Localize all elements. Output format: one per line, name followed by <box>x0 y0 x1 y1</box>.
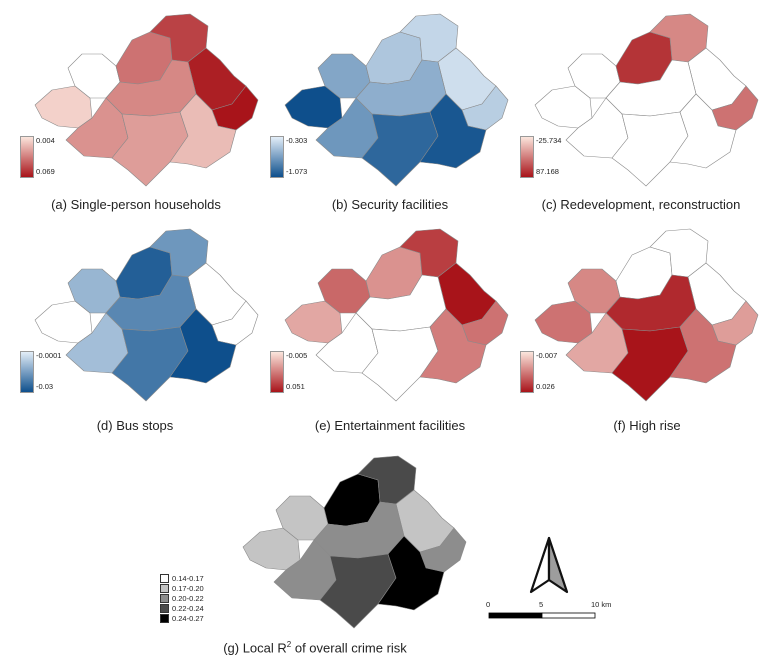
legend-gradient <box>20 351 34 393</box>
legend-item: 0.22-0.24 <box>160 603 204 613</box>
choropleth-map <box>534 13 759 187</box>
district-region-southeast <box>419 308 487 384</box>
caption-superscript: 2 <box>286 640 292 649</box>
panel-caption: (f) High rise <box>613 418 681 433</box>
legend-min-label: -0.303 <box>286 136 308 145</box>
legend-swatch <box>160 593 169 603</box>
legend-item: 0.14-0.17 <box>160 573 204 583</box>
legend-swatch <box>160 603 169 613</box>
legend-max-label: 0.051 <box>286 382 305 391</box>
legend-max-label: 0.069 <box>36 167 55 176</box>
legend-item: 0.24-0.27 <box>160 613 204 623</box>
legend-gradient <box>520 351 534 393</box>
panel-caption: (b) Security facilities <box>331 197 449 212</box>
legend-swatch <box>160 613 169 623</box>
legend-min-label: -0.007 <box>536 351 558 360</box>
district-region-south <box>111 326 189 402</box>
legend-gradient <box>20 136 34 178</box>
legend-max-label: -1.073 <box>286 167 308 176</box>
choropleth-map <box>534 228 759 402</box>
class-legend: 0.14-0.17 0.17-0.20 0.20-0.22 0.22-0.24 … <box>160 573 204 623</box>
caption-text-suffix: of overall crime risk <box>291 640 407 656</box>
choropleth-map <box>34 13 259 187</box>
legend-label: 0.22-0.24 <box>172 603 204 613</box>
legend-max-label: 87.168 <box>536 167 559 176</box>
district-region-south <box>361 326 439 402</box>
choropleth-map <box>284 13 509 187</box>
district-region-southeast <box>377 535 445 611</box>
district-region-southeast <box>669 93 737 169</box>
district-region-south <box>111 111 189 187</box>
choropleth-map <box>34 228 259 402</box>
legend-label: 0.20-0.22 <box>172 593 204 603</box>
choropleth-map <box>284 228 509 402</box>
district-region-south <box>611 326 689 402</box>
legend-gradient <box>270 136 284 178</box>
legend-label: 0.17-0.20 <box>172 583 204 593</box>
legend-max-label: 0.026 <box>536 382 555 391</box>
scale-label: 5 <box>539 600 544 609</box>
choropleth-map <box>242 455 467 629</box>
panel-caption: (g) Local R2 of overall crime risk <box>223 640 407 655</box>
north-arrow-icon <box>527 536 571 601</box>
district-region-south <box>319 553 397 629</box>
legend-max-label: -0.03 <box>36 382 54 391</box>
district-region-southeast <box>419 93 487 169</box>
legend-gradient <box>270 351 284 393</box>
district-region-south <box>611 111 689 187</box>
district-region-southeast <box>169 93 237 169</box>
legend-item: 0.17-0.20 <box>160 583 204 593</box>
district-region-south <box>361 111 439 187</box>
scale-label: 10 km <box>591 600 612 609</box>
caption-text: (g) Local R <box>223 640 287 656</box>
legend-min-label: -0.005 <box>286 351 308 360</box>
panel-caption: (c) Redevelopment, reconstruction <box>541 197 741 212</box>
legend-item: 0.20-0.22 <box>160 593 204 603</box>
legend-min-label: -25.734 <box>536 136 562 145</box>
legend-label: 0.24-0.27 <box>172 613 204 623</box>
district-region-southeast <box>669 308 737 384</box>
panel-caption: (a) Single-person households <box>51 197 221 212</box>
legend-swatch <box>160 573 169 583</box>
scale-label: 0 <box>486 600 491 609</box>
legend-min-label: -0.0001 <box>36 351 62 360</box>
panel-caption: (d) Bus stops <box>96 418 174 433</box>
legend-gradient <box>520 136 534 178</box>
legend-min-label: 0.004 <box>36 136 55 145</box>
legend-swatch <box>160 583 169 593</box>
district-region-southeast <box>169 308 237 384</box>
panel-caption: (e) Entertainment facilities <box>314 418 466 433</box>
legend-label: 0.14-0.17 <box>172 573 204 583</box>
